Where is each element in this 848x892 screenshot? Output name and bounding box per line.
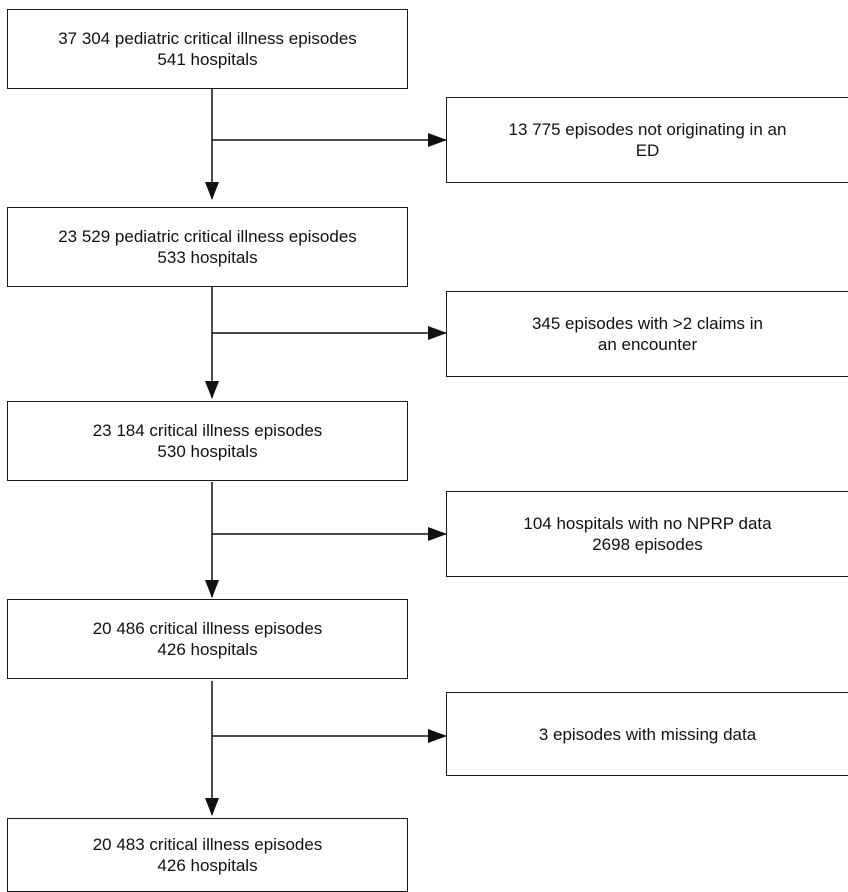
main-box-2-line1: 23 529 pediatric critical illness episod… (58, 227, 357, 246)
exclusion-box-1: 13 775 episodes not originating in an ED (446, 97, 848, 183)
main-box-1-line2: 541 hospitals (157, 50, 258, 69)
main-box-1-line1: 37 304 pediatric critical illness episod… (58, 29, 357, 48)
main-box-3: 23 184 critical illness episodes 530 hos… (7, 401, 408, 481)
exclusion-arrowhead-1 (428, 133, 447, 147)
exclusion-box-1-line1: 13 775 episodes not originating in an (508, 120, 787, 139)
main-box-3-line1: 23 184 critical illness episodes (92, 421, 323, 440)
main-box-5-line1: 20 483 critical illness episodes (92, 835, 323, 854)
exclusion-arrowhead-3 (428, 527, 447, 541)
exclusion-arrowhead-4 (428, 729, 447, 743)
exclusion-box-2: 345 episodes with >2 claims in an encoun… (446, 291, 848, 377)
main-box-5: 20 483 critical illness episodes 426 hos… (7, 818, 408, 892)
down-arrowhead-2 (205, 381, 219, 399)
exclusion-box-2-line1: 345 episodes with >2 claims in (531, 314, 764, 333)
down-arrowhead-3 (205, 580, 219, 598)
main-box-2-line2: 533 hospitals (157, 248, 258, 267)
main-box-4-line2: 426 hospitals (157, 640, 258, 659)
main-box-3-line2: 530 hospitals (157, 442, 258, 461)
main-box-4: 20 486 critical illness episodes 426 hos… (7, 599, 408, 679)
main-box-1: 37 304 pediatric critical illness episod… (7, 9, 408, 89)
exclusion-box-3-line1: 104 hospitals with no NPRP data (523, 514, 772, 533)
exclusion-box-4-line1: 3 episodes with missing data (538, 724, 757, 744)
exclusion-box-2-line2: an encounter (597, 335, 698, 354)
exclusion-box-3-line2: 2698 episodes (592, 535, 703, 554)
down-arrowhead-1 (205, 182, 219, 200)
main-box-4-line1: 20 486 critical illness episodes (92, 619, 323, 638)
exclusion-box-1-line2: ED (635, 141, 660, 160)
down-arrowhead-4 (205, 798, 219, 816)
main-box-5-line2: 426 hospitals (157, 856, 258, 875)
main-box-2: 23 529 pediatric critical illness episod… (7, 207, 408, 287)
exclusion-box-3: 104 hospitals with no NPRP data 2698 epi… (446, 491, 848, 577)
exclusion-arrowhead-2 (428, 326, 447, 340)
exclusion-box-4: 3 episodes with missing data (446, 692, 848, 776)
